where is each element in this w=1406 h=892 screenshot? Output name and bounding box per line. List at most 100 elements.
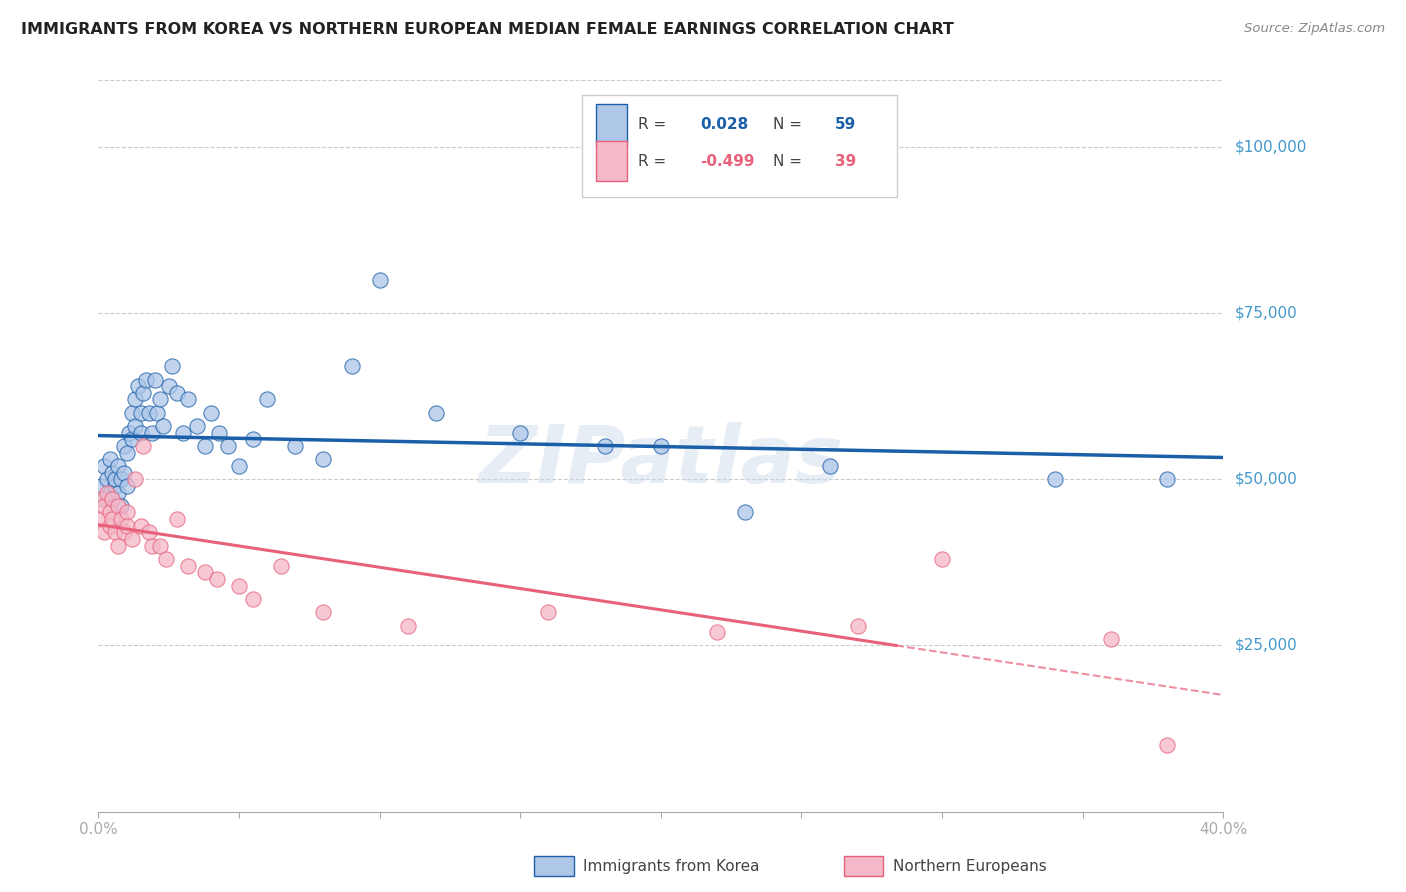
Point <box>340 359 363 374</box>
Text: ZIPatlas: ZIPatlas <box>478 422 844 500</box>
Point <box>121 406 143 420</box>
Point <box>270 558 292 573</box>
Point <box>396 618 419 632</box>
Point <box>846 618 869 632</box>
Point <box>228 458 250 473</box>
Point <box>152 419 174 434</box>
Point <box>98 518 121 533</box>
Point <box>101 492 124 507</box>
Point <box>734 506 756 520</box>
Text: N =: N = <box>773 153 807 169</box>
Point <box>166 385 188 400</box>
Text: -0.499: -0.499 <box>700 153 755 169</box>
Point <box>256 392 278 407</box>
Point <box>112 439 135 453</box>
Point <box>112 525 135 540</box>
Point <box>205 572 228 586</box>
Text: $100,000: $100,000 <box>1234 139 1306 154</box>
Text: Immigrants from Korea: Immigrants from Korea <box>583 859 761 873</box>
Point <box>112 466 135 480</box>
Point <box>312 452 335 467</box>
Point <box>138 525 160 540</box>
Point <box>110 512 132 526</box>
Point <box>160 359 183 374</box>
Point <box>101 512 124 526</box>
Point <box>1043 472 1066 486</box>
Text: N =: N = <box>773 117 807 132</box>
Point <box>818 458 841 473</box>
Point <box>93 499 115 513</box>
Point <box>115 445 138 459</box>
Point <box>200 406 222 420</box>
Point <box>124 419 146 434</box>
Point <box>166 512 188 526</box>
Point <box>650 439 672 453</box>
Text: IMMIGRANTS FROM KOREA VS NORTHERN EUROPEAN MEDIAN FEMALE EARNINGS CORRELATION CH: IMMIGRANTS FROM KOREA VS NORTHERN EUROPE… <box>21 22 953 37</box>
Point <box>121 433 143 447</box>
Point <box>93 492 115 507</box>
Point <box>129 406 152 420</box>
Point <box>90 512 112 526</box>
Bar <box>596 141 627 181</box>
Text: 59: 59 <box>835 117 856 132</box>
Point <box>124 392 146 407</box>
Text: $75,000: $75,000 <box>1234 306 1298 320</box>
Text: Northern Europeans: Northern Europeans <box>893 859 1046 873</box>
Point <box>107 458 129 473</box>
Point <box>509 425 531 440</box>
Point <box>706 625 728 640</box>
Point <box>146 406 169 420</box>
Point <box>208 425 231 440</box>
Point <box>110 472 132 486</box>
Point <box>101 466 124 480</box>
Point <box>104 525 127 540</box>
Point <box>110 499 132 513</box>
Point <box>242 591 264 606</box>
Point <box>186 419 208 434</box>
Point <box>157 379 180 393</box>
Point <box>1099 632 1122 646</box>
Point <box>107 499 129 513</box>
Point <box>1156 472 1178 486</box>
Point <box>104 479 127 493</box>
Point <box>172 425 194 440</box>
Point <box>107 539 129 553</box>
Point <box>107 485 129 500</box>
Text: R =: R = <box>638 153 672 169</box>
Point <box>98 452 121 467</box>
Point <box>149 392 172 407</box>
Point <box>141 539 163 553</box>
Text: R =: R = <box>638 117 672 132</box>
Text: $25,000: $25,000 <box>1234 638 1298 653</box>
Point <box>96 472 118 486</box>
Point <box>284 439 307 453</box>
Text: 0.028: 0.028 <box>700 117 748 132</box>
Point <box>368 273 391 287</box>
Point <box>177 558 200 573</box>
Point <box>593 439 616 453</box>
Point <box>129 518 152 533</box>
Point <box>132 439 155 453</box>
Point <box>135 372 157 386</box>
Point <box>155 552 177 566</box>
Point <box>124 472 146 486</box>
Point <box>93 458 115 473</box>
Point <box>115 479 138 493</box>
Point <box>127 379 149 393</box>
Point <box>104 472 127 486</box>
Point <box>312 605 335 619</box>
Point <box>101 492 124 507</box>
Text: Source: ZipAtlas.com: Source: ZipAtlas.com <box>1244 22 1385 36</box>
Text: 39: 39 <box>835 153 856 169</box>
Point <box>931 552 953 566</box>
Point <box>129 425 152 440</box>
Point <box>138 406 160 420</box>
Point <box>96 485 118 500</box>
Point <box>143 372 166 386</box>
Point <box>98 485 121 500</box>
Text: $50,000: $50,000 <box>1234 472 1298 487</box>
Point <box>242 433 264 447</box>
FancyBboxPatch shape <box>582 95 897 197</box>
Point <box>121 532 143 546</box>
Point <box>118 425 141 440</box>
